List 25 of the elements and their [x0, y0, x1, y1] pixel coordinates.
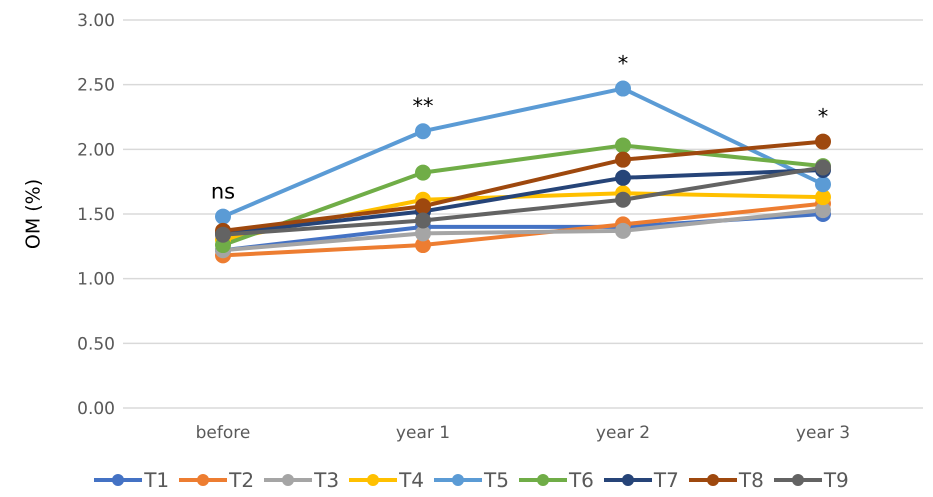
y-tick-label: 3.00 — [77, 11, 115, 32]
legend-label: T9 — [822, 468, 849, 492]
annotation: * — [818, 104, 828, 129]
y-tick-label: 1.50 — [77, 205, 115, 226]
legend-label: T5 — [483, 468, 509, 492]
legend-label: T4 — [398, 468, 424, 492]
legend-label: T3 — [313, 468, 340, 492]
legend-label: T1 — [143, 468, 170, 492]
annotation: ns — [210, 180, 236, 204]
x-tick-label: year 3 — [796, 423, 850, 444]
annotation: * — [618, 52, 628, 76]
legend-label: T8 — [738, 468, 764, 492]
y-tick-label: 2.50 — [77, 76, 115, 96]
annotation: ** — [412, 94, 434, 118]
x-tick-label: year 2 — [596, 423, 650, 444]
y-tick-label: 1.00 — [77, 270, 115, 290]
y-tick-label: 0.50 — [77, 334, 115, 354]
legend-label: T2 — [228, 468, 254, 492]
x-tick-label: year 1 — [396, 423, 450, 444]
y-tick-label: 0.00 — [77, 399, 115, 420]
x-tick-label: before — [196, 423, 250, 444]
y-tick-label: 2.00 — [77, 140, 115, 160]
y-axis-title: OM (%) — [22, 178, 45, 250]
legend-label: T7 — [652, 468, 679, 492]
legend-label: T6 — [568, 468, 594, 492]
